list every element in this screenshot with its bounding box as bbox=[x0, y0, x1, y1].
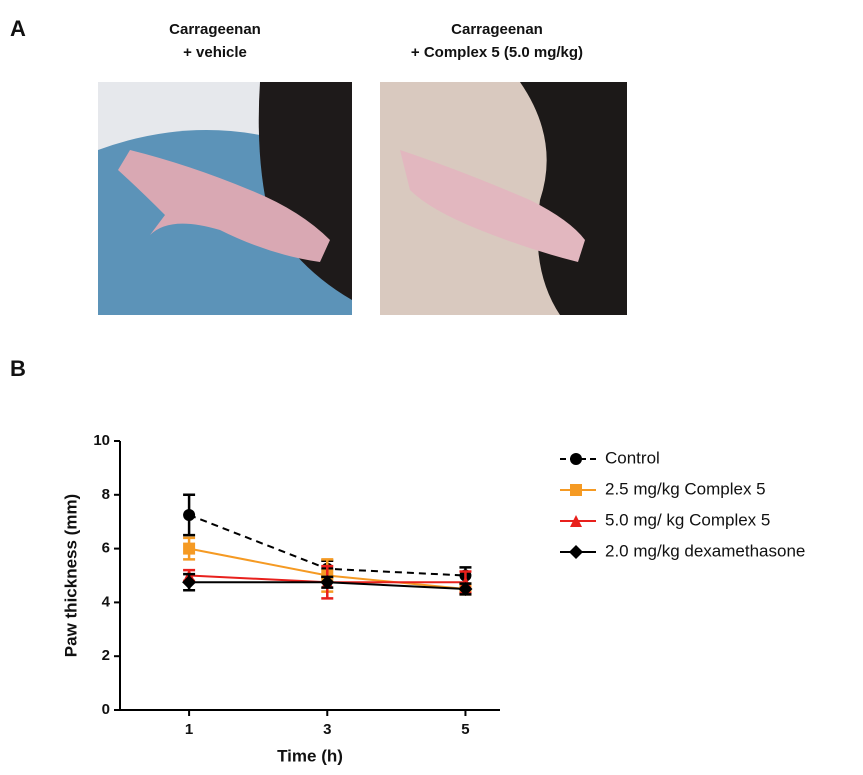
panel-label: B bbox=[10, 356, 26, 381]
y-tick-label: 2 bbox=[102, 647, 110, 664]
caption: + Complex 5 (5.0 mg/kg) bbox=[411, 44, 583, 61]
data-point bbox=[183, 543, 195, 555]
x-axis-label: Time (h) bbox=[277, 746, 343, 765]
legend-marker bbox=[569, 545, 583, 559]
y-tick-label: 6 bbox=[102, 540, 110, 557]
photo-complex bbox=[380, 82, 627, 315]
y-tick-label: 10 bbox=[93, 432, 110, 449]
legend-label: 2.0 mg/kg dexamethasone bbox=[605, 541, 805, 560]
caption: Carrageenan bbox=[169, 21, 261, 38]
y-tick-label: 0 bbox=[102, 701, 110, 718]
legend-marker bbox=[570, 453, 582, 465]
photo-vehicle bbox=[98, 82, 352, 315]
y-axis-label: Paw thickness (mm) bbox=[61, 494, 80, 657]
x-tick-label: 5 bbox=[461, 721, 469, 738]
legend-label: 5.0 mg/ kg Complex 5 bbox=[605, 510, 770, 529]
figure: A Carrageenan + vehicle Carrageenan + Co… bbox=[0, 0, 863, 770]
chart: 0 2 4 6 8 10 1 3 5 Time (h) Paw thickness (mm) Cont… bbox=[61, 432, 805, 766]
legend-label: Control bbox=[605, 448, 660, 467]
legend-label: 2.5 mg/kg Complex 5 bbox=[605, 479, 766, 498]
caption: Carrageenan bbox=[451, 21, 543, 38]
y-tick-label: 8 bbox=[102, 486, 110, 503]
x-tick-label: 1 bbox=[185, 721, 193, 738]
x-tick-label: 3 bbox=[323, 721, 331, 738]
caption: + vehicle bbox=[183, 44, 247, 61]
y-tick-label: 4 bbox=[102, 593, 111, 610]
data-point bbox=[183, 509, 195, 521]
legend-marker bbox=[570, 484, 582, 496]
panel-label: A bbox=[10, 16, 26, 41]
data-point bbox=[182, 575, 196, 589]
